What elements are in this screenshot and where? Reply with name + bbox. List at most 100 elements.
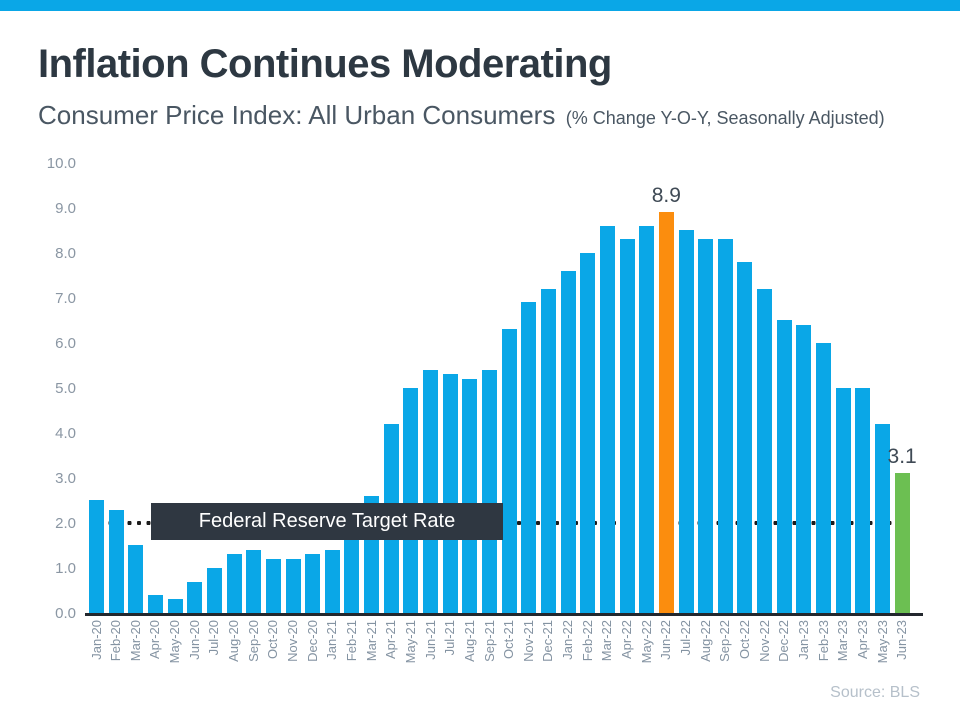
x-tick-label: Jul-20 [206, 620, 222, 656]
x-tick-label: Jul-22 [678, 620, 693, 656]
bar-Jul-20 [206, 568, 222, 613]
y-tick-label: 5.0 [55, 380, 76, 397]
x-tick-label: Oct-21 [501, 620, 517, 660]
y-tick-label: 4.0 [55, 425, 76, 442]
bar-May-21 [403, 388, 419, 613]
x-tick-label: Jan-23 [795, 620, 811, 660]
x-tick-label: Jun-21 [422, 620, 438, 660]
x-tick-label: Apr-20 [147, 620, 163, 660]
x-tick-label: Aug-22 [697, 620, 713, 662]
x-tick-label: Sep-22 [717, 620, 733, 662]
x-tick-label: Dec-22 [776, 620, 792, 662]
bar-May-20 [167, 599, 183, 613]
bar-Jan-22 [560, 271, 576, 613]
bar-May-23 [875, 424, 890, 613]
bar-Apr-22 [619, 239, 635, 613]
bar-Jun-20 [187, 582, 203, 613]
x-tick-label: Apr-22 [619, 620, 635, 660]
bar-Dec-22 [776, 320, 792, 613]
x-tick-label: Dec-20 [304, 620, 320, 662]
x-tick-label: Oct-22 [736, 620, 752, 660]
x-tick-label: Feb-23 [815, 620, 831, 662]
y-tick-label: 0.0 [55, 605, 76, 622]
x-tick-label: Oct-20 [265, 620, 281, 660]
bar-May-22 [639, 226, 655, 613]
bar-Feb-21 [344, 536, 360, 613]
value-label-Jun-23: 3.1 [887, 445, 917, 468]
chart-subtitle-main: Consumer Price Index: All Urban Consumer… [38, 100, 556, 130]
x-tick-label: Feb-20 [108, 620, 124, 662]
x-tick-label: Nov-21 [520, 620, 536, 662]
x-tick-label: Jun-23 [894, 620, 910, 660]
y-tick-label: 9.0 [55, 200, 76, 217]
bar-Jun-21 [423, 370, 439, 613]
chart-subtitle-note: (% Change Y-O-Y, Seasonally Adjusted) [565, 108, 885, 128]
y-tick-label: 8.0 [55, 245, 76, 262]
fed-target-label: Federal Reserve Target Rate [151, 503, 503, 540]
x-tick-label: Sep-21 [481, 620, 497, 662]
bar-Feb-20 [108, 510, 124, 613]
x-tick-label: May-20 [167, 620, 183, 664]
top-accent-bar [0, 0, 960, 11]
x-tick-label: Mar-20 [127, 620, 143, 662]
bar-Mar-20 [128, 545, 144, 613]
x-tick-label: Jan-21 [324, 620, 340, 660]
x-tick-label: Feb-22 [579, 620, 595, 662]
y-tick-label: 6.0 [55, 335, 76, 352]
bar-Aug-22 [698, 239, 714, 613]
x-tick-label: Apr-21 [383, 620, 399, 660]
x-tick-label: Jan-20 [88, 620, 104, 660]
bar-Oct-21 [501, 329, 517, 613]
x-tick-label: May-22 [638, 620, 654, 664]
x-tick-label: Dec-21 [540, 620, 556, 662]
x-tick-label: Apr-23 [854, 620, 870, 660]
bar-Dec-20 [305, 554, 321, 613]
x-tick-label: Mar-21 [363, 620, 379, 662]
y-tick-label: 1.0 [55, 560, 76, 577]
bar-Apr-23 [855, 388, 871, 613]
y-tick-label: 10.0 [46, 155, 76, 172]
bar-Jan-20 [89, 500, 104, 613]
x-tick-label: Nov-20 [285, 620, 300, 662]
bar-Nov-20 [285, 559, 301, 613]
chart-subtitle: Consumer Price Index: All Urban Consumer… [38, 100, 885, 131]
value-label-Jun-22: 8.9 [651, 184, 681, 207]
source-attribution: Source: BLS [830, 684, 920, 701]
x-tick-label: Jun-22 [658, 620, 674, 660]
bar-Jun-23 [894, 473, 910, 613]
bar-Sep-22 [717, 239, 733, 613]
bar-Jan-21 [324, 550, 340, 613]
bar-Oct-20 [265, 559, 281, 613]
bar-Sep-21 [482, 370, 497, 613]
y-tick-label: 7.0 [55, 290, 76, 307]
bar-Jul-22 [678, 230, 694, 613]
x-tick-label: Aug-20 [226, 620, 242, 662]
bar-Feb-23 [816, 343, 832, 613]
bar-Jun-22 [658, 212, 674, 613]
bar-Sep-20 [246, 550, 262, 613]
bar-Oct-22 [737, 262, 753, 613]
bar-Dec-21 [540, 289, 556, 613]
bar-Apr-20 [147, 595, 163, 613]
x-tick-label: May-21 [402, 620, 418, 664]
x-tick-label: Nov-22 [756, 620, 772, 662]
bar-Feb-22 [580, 253, 596, 613]
page-title: Inflation Continues Moderating [38, 42, 612, 86]
x-tick-label: Aug-21 [461, 620, 477, 662]
x-tick-label: Jul-21 [442, 620, 458, 656]
x-tick-label: Mar-23 [835, 620, 851, 662]
bar-Mar-23 [835, 388, 851, 613]
x-tick-label: Jun-20 [186, 620, 202, 660]
x-tick-label: Sep-20 [245, 620, 261, 662]
bar-Nov-22 [757, 289, 773, 613]
y-tick-label: 3.0 [55, 470, 76, 487]
bar-Mar-22 [599, 226, 615, 613]
y-tick-label: 2.0 [55, 515, 76, 532]
x-axis-line [85, 613, 923, 616]
x-tick-label: Feb-21 [343, 620, 359, 662]
x-tick-label: May-23 [874, 620, 890, 664]
bar-Aug-21 [462, 379, 478, 613]
bar-Jul-21 [442, 374, 458, 613]
bar-Aug-20 [226, 554, 242, 613]
